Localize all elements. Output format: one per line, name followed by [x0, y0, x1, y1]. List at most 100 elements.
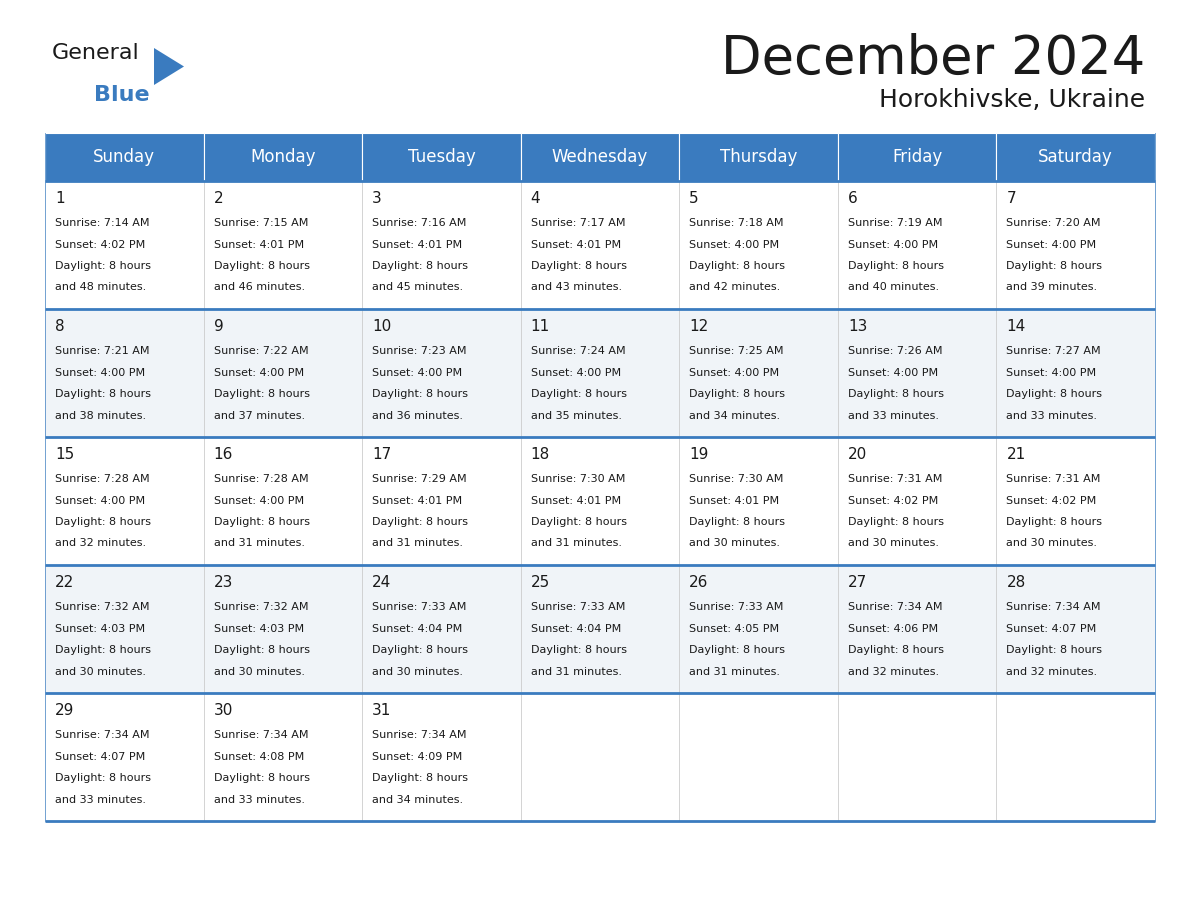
Text: 27: 27: [848, 575, 867, 590]
Text: 18: 18: [531, 447, 550, 462]
Text: Daylight: 8 hours: Daylight: 8 hours: [55, 389, 151, 399]
Text: Monday: Monday: [251, 148, 316, 166]
Text: 13: 13: [848, 319, 867, 334]
Text: Daylight: 8 hours: Daylight: 8 hours: [55, 645, 151, 655]
Text: Sunset: 4:01 PM: Sunset: 4:01 PM: [531, 496, 621, 506]
Text: Sunset: 4:03 PM: Sunset: 4:03 PM: [55, 623, 145, 633]
Text: Daylight: 8 hours: Daylight: 8 hours: [848, 261, 943, 271]
Text: Daylight: 8 hours: Daylight: 8 hours: [531, 645, 627, 655]
Text: 11: 11: [531, 319, 550, 334]
Text: Wednesday: Wednesday: [552, 148, 649, 166]
Text: Daylight: 8 hours: Daylight: 8 hours: [689, 645, 785, 655]
Bar: [680, 133, 838, 181]
Text: Daylight: 8 hours: Daylight: 8 hours: [372, 261, 468, 271]
Text: and 38 minutes.: and 38 minutes.: [55, 410, 146, 420]
Text: and 33 minutes.: and 33 minutes.: [214, 794, 304, 804]
Text: Sunrise: 7:30 AM: Sunrise: 7:30 AM: [689, 474, 784, 484]
Text: 1: 1: [55, 191, 64, 206]
Text: Daylight: 8 hours: Daylight: 8 hours: [214, 645, 310, 655]
Text: Daylight: 8 hours: Daylight: 8 hours: [214, 773, 310, 783]
Text: Sunrise: 7:33 AM: Sunrise: 7:33 AM: [531, 602, 625, 612]
Text: and 35 minutes.: and 35 minutes.: [531, 410, 621, 420]
Text: Horokhivske, Ukraine: Horokhivske, Ukraine: [879, 88, 1145, 112]
Text: Sunset: 4:02 PM: Sunset: 4:02 PM: [848, 496, 939, 506]
Text: and 36 minutes.: and 36 minutes.: [372, 410, 463, 420]
Text: and 33 minutes.: and 33 minutes.: [848, 410, 939, 420]
Text: Daylight: 8 hours: Daylight: 8 hours: [689, 261, 785, 271]
Bar: [362, 133, 520, 181]
Text: Sunrise: 7:17 AM: Sunrise: 7:17 AM: [531, 218, 625, 228]
Text: 3: 3: [372, 191, 381, 206]
Text: Sunrise: 7:31 AM: Sunrise: 7:31 AM: [1006, 474, 1101, 484]
Text: Sunset: 4:01 PM: Sunset: 4:01 PM: [531, 240, 621, 250]
Text: Sunrise: 7:33 AM: Sunrise: 7:33 AM: [372, 602, 467, 612]
Text: Sunrise: 7:20 AM: Sunrise: 7:20 AM: [1006, 218, 1101, 228]
Text: Sunrise: 7:34 AM: Sunrise: 7:34 AM: [848, 602, 942, 612]
Text: Daylight: 8 hours: Daylight: 8 hours: [55, 517, 151, 527]
Text: Sunrise: 7:19 AM: Sunrise: 7:19 AM: [848, 218, 942, 228]
Text: Sunset: 4:00 PM: Sunset: 4:00 PM: [55, 496, 145, 506]
Text: Sunset: 4:00 PM: Sunset: 4:00 PM: [214, 496, 304, 506]
Text: Sunrise: 7:28 AM: Sunrise: 7:28 AM: [55, 474, 150, 484]
Text: Sunset: 4:03 PM: Sunset: 4:03 PM: [214, 623, 304, 633]
Text: 8: 8: [55, 319, 64, 334]
Text: Sunset: 4:07 PM: Sunset: 4:07 PM: [1006, 623, 1097, 633]
Text: Thursday: Thursday: [720, 148, 797, 166]
Text: Sunrise: 7:14 AM: Sunrise: 7:14 AM: [55, 218, 150, 228]
Text: Sunset: 4:01 PM: Sunset: 4:01 PM: [372, 496, 462, 506]
Text: Sunrise: 7:33 AM: Sunrise: 7:33 AM: [689, 602, 784, 612]
Text: Sunset: 4:00 PM: Sunset: 4:00 PM: [848, 240, 939, 250]
Text: Blue: Blue: [94, 85, 150, 105]
Text: Friday: Friday: [892, 148, 942, 166]
Text: Daylight: 8 hours: Daylight: 8 hours: [689, 389, 785, 399]
Text: Sunset: 4:04 PM: Sunset: 4:04 PM: [531, 623, 621, 633]
Bar: [45, 181, 1155, 309]
Text: Daylight: 8 hours: Daylight: 8 hours: [372, 645, 468, 655]
Bar: [203, 133, 362, 181]
Text: 17: 17: [372, 447, 391, 462]
Text: 21: 21: [1006, 447, 1025, 462]
Text: and 37 minutes.: and 37 minutes.: [214, 410, 304, 420]
Text: Daylight: 8 hours: Daylight: 8 hours: [214, 261, 310, 271]
Text: 6: 6: [848, 191, 858, 206]
Text: and 32 minutes.: and 32 minutes.: [55, 539, 146, 548]
Polygon shape: [154, 48, 184, 85]
Text: 10: 10: [372, 319, 391, 334]
Text: 25: 25: [531, 575, 550, 590]
Text: Daylight: 8 hours: Daylight: 8 hours: [55, 261, 151, 271]
Text: Sunset: 4:06 PM: Sunset: 4:06 PM: [848, 623, 939, 633]
Text: Sunrise: 7:32 AM: Sunrise: 7:32 AM: [214, 602, 308, 612]
Text: and 30 minutes.: and 30 minutes.: [848, 539, 939, 548]
Text: Daylight: 8 hours: Daylight: 8 hours: [372, 517, 468, 527]
Text: 19: 19: [689, 447, 709, 462]
Text: Sunrise: 7:22 AM: Sunrise: 7:22 AM: [214, 346, 308, 356]
Text: 2: 2: [214, 191, 223, 206]
Text: and 42 minutes.: and 42 minutes.: [689, 283, 781, 293]
Text: Sunset: 4:09 PM: Sunset: 4:09 PM: [372, 752, 462, 762]
Text: 28: 28: [1006, 575, 1025, 590]
Text: Sunrise: 7:34 AM: Sunrise: 7:34 AM: [214, 730, 308, 740]
Text: Sunset: 4:00 PM: Sunset: 4:00 PM: [1006, 367, 1097, 377]
Text: and 39 minutes.: and 39 minutes.: [1006, 283, 1098, 293]
Text: Sunrise: 7:31 AM: Sunrise: 7:31 AM: [848, 474, 942, 484]
Text: and 31 minutes.: and 31 minutes.: [214, 539, 304, 548]
Text: 7: 7: [1006, 191, 1016, 206]
Text: Daylight: 8 hours: Daylight: 8 hours: [689, 517, 785, 527]
Text: Sunrise: 7:26 AM: Sunrise: 7:26 AM: [848, 346, 942, 356]
Text: Daylight: 8 hours: Daylight: 8 hours: [1006, 517, 1102, 527]
Text: Daylight: 8 hours: Daylight: 8 hours: [214, 517, 310, 527]
Text: 31: 31: [372, 703, 392, 718]
Text: Sunset: 4:00 PM: Sunset: 4:00 PM: [531, 367, 621, 377]
Text: Tuesday: Tuesday: [407, 148, 475, 166]
Text: Daylight: 8 hours: Daylight: 8 hours: [1006, 389, 1102, 399]
Bar: [997, 133, 1155, 181]
Text: and 31 minutes.: and 31 minutes.: [372, 539, 463, 548]
Text: Sunset: 4:07 PM: Sunset: 4:07 PM: [55, 752, 145, 762]
Text: Sunday: Sunday: [94, 148, 156, 166]
Text: 22: 22: [55, 575, 74, 590]
Text: Daylight: 8 hours: Daylight: 8 hours: [55, 773, 151, 783]
Text: Daylight: 8 hours: Daylight: 8 hours: [531, 261, 627, 271]
Text: and 48 minutes.: and 48 minutes.: [55, 283, 146, 293]
Text: Sunrise: 7:25 AM: Sunrise: 7:25 AM: [689, 346, 784, 356]
Text: Sunset: 4:00 PM: Sunset: 4:00 PM: [1006, 240, 1097, 250]
